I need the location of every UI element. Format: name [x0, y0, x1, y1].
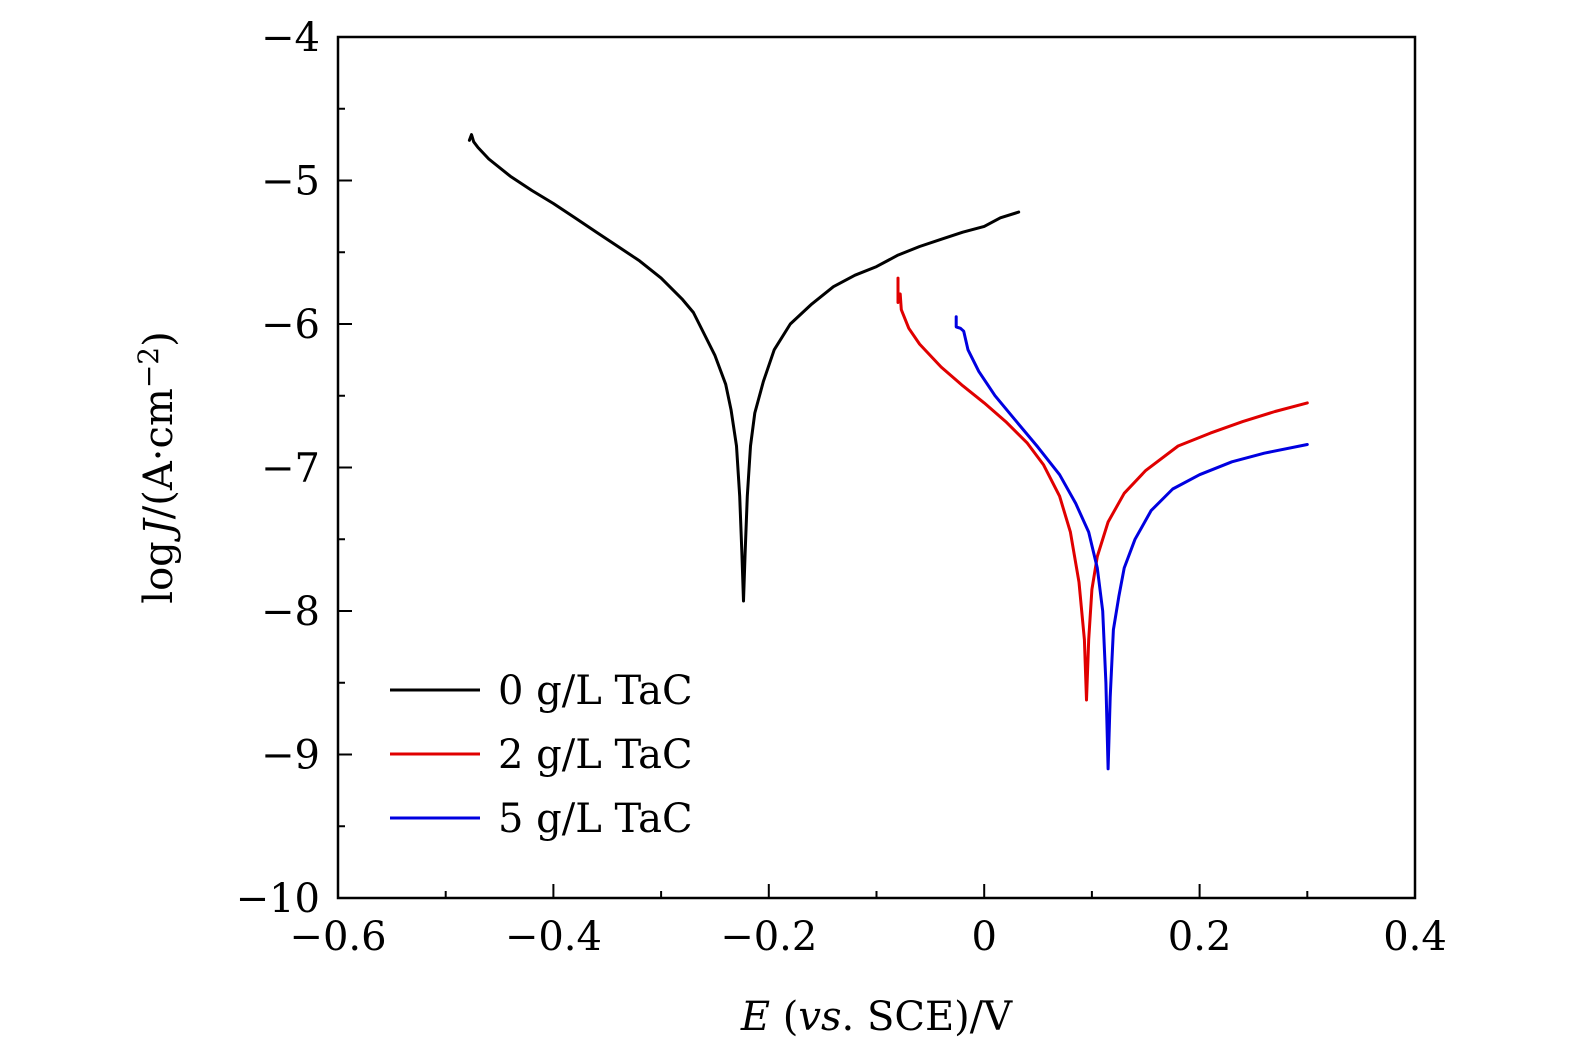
y-tick-label: −8 [261, 589, 320, 635]
x-tick-label: −0.2 [720, 914, 817, 960]
x-tick-label: 0.2 [1168, 914, 1232, 960]
y-tick-label: −10 [236, 876, 320, 922]
tick-layer: −0.6 −0.4 −0.2 0 0.2 0.4 −10 −9 −8 −7 −6 −5 −4 [236, 15, 1447, 960]
legend-label: 2 g/L TaC [498, 732, 693, 778]
x-axis-title-var: E [740, 994, 770, 1040]
x-tick-label: 0 [971, 914, 996, 960]
legend-label: 5 g/L TaC [498, 796, 693, 842]
x-tick-label: −0.6 [289, 914, 386, 960]
y-tick-label: −9 [261, 733, 320, 779]
y-axis-title-sup: −2 [132, 347, 165, 388]
plot-area-frame [336, 35, 1417, 900]
y-tick-label: −6 [261, 302, 320, 348]
legend-label: 0 g/L TaC [498, 668, 693, 714]
series-line-2gL [896, 276, 1309, 702]
series-line-5gL [954, 315, 1309, 771]
y-tick-label: −7 [261, 446, 320, 492]
y-tick-label: −5 [261, 159, 320, 205]
y-axis-title-rest: /(A·cm [136, 388, 182, 519]
x-axis-title-vs: vs [798, 994, 841, 1040]
x-axis-title: E (vs. SCE)/V [740, 994, 1013, 1040]
x-axis-title-rest: . SCE)/V [842, 994, 1014, 1040]
series-line-0gL [467, 133, 1021, 603]
curve-layer [467, 133, 1309, 771]
x-tick-label: −0.4 [505, 914, 602, 960]
y-axis-title-close: ) [136, 331, 182, 347]
legend: 0 g/L TaC 2 g/L TaC 5 g/L TaC [390, 668, 693, 842]
y-axis-title: logJ/(A·cm−2) [132, 331, 182, 603]
x-tick-label: 0.4 [1383, 914, 1447, 960]
y-tick-label: −4 [261, 15, 320, 61]
y-axis-title-var: J [136, 517, 182, 542]
x-axis-title-open: ( [770, 994, 798, 1040]
y-axis-title-prefix: log [136, 541, 182, 603]
